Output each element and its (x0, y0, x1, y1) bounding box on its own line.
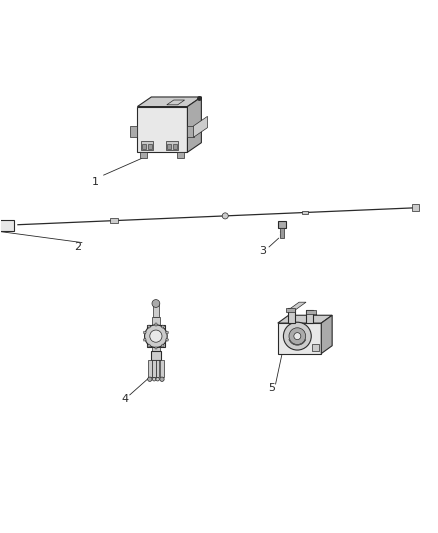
Circle shape (156, 377, 159, 381)
Text: 3: 3 (259, 246, 266, 256)
Polygon shape (166, 338, 169, 341)
Polygon shape (306, 310, 313, 323)
Polygon shape (288, 308, 295, 323)
Polygon shape (278, 323, 321, 353)
Polygon shape (0, 220, 14, 231)
Polygon shape (156, 360, 159, 377)
Polygon shape (312, 344, 319, 351)
Polygon shape (147, 344, 151, 348)
Polygon shape (151, 351, 161, 360)
Text: 1: 1 (92, 176, 99, 187)
Polygon shape (138, 97, 201, 107)
Polygon shape (147, 325, 151, 328)
Polygon shape (187, 126, 194, 137)
Circle shape (148, 377, 152, 382)
Polygon shape (148, 144, 152, 149)
Polygon shape (306, 310, 316, 314)
Text: 4: 4 (122, 394, 129, 404)
Polygon shape (160, 360, 164, 377)
Polygon shape (167, 100, 185, 105)
Circle shape (294, 333, 301, 340)
Polygon shape (177, 152, 184, 158)
Polygon shape (141, 141, 153, 150)
Circle shape (145, 325, 167, 348)
Circle shape (160, 377, 164, 382)
Polygon shape (155, 346, 157, 349)
Circle shape (152, 377, 156, 381)
Polygon shape (142, 144, 146, 149)
Polygon shape (152, 360, 156, 377)
Polygon shape (138, 107, 187, 152)
Polygon shape (286, 308, 295, 312)
Polygon shape (161, 325, 164, 328)
Polygon shape (110, 218, 117, 223)
Polygon shape (194, 116, 208, 137)
Polygon shape (166, 331, 169, 334)
Polygon shape (173, 144, 177, 149)
Polygon shape (148, 360, 152, 377)
Polygon shape (278, 221, 286, 228)
Polygon shape (147, 325, 165, 347)
Polygon shape (130, 126, 138, 137)
Circle shape (222, 213, 228, 219)
Circle shape (150, 330, 162, 342)
Polygon shape (143, 338, 146, 341)
Polygon shape (143, 331, 146, 334)
Polygon shape (166, 141, 178, 150)
Circle shape (152, 300, 160, 308)
Polygon shape (152, 317, 160, 325)
Polygon shape (187, 97, 201, 152)
Polygon shape (321, 315, 332, 353)
Polygon shape (141, 152, 148, 158)
Text: 2: 2 (74, 242, 81, 252)
Polygon shape (167, 144, 171, 149)
Polygon shape (155, 323, 157, 326)
Polygon shape (153, 303, 159, 317)
Circle shape (289, 328, 306, 344)
Polygon shape (302, 211, 307, 214)
Polygon shape (161, 344, 164, 348)
Polygon shape (152, 347, 160, 351)
Circle shape (283, 322, 311, 350)
Polygon shape (280, 228, 284, 238)
Polygon shape (278, 315, 332, 323)
Polygon shape (412, 204, 419, 211)
Text: 5: 5 (268, 383, 275, 393)
Polygon shape (288, 302, 306, 310)
